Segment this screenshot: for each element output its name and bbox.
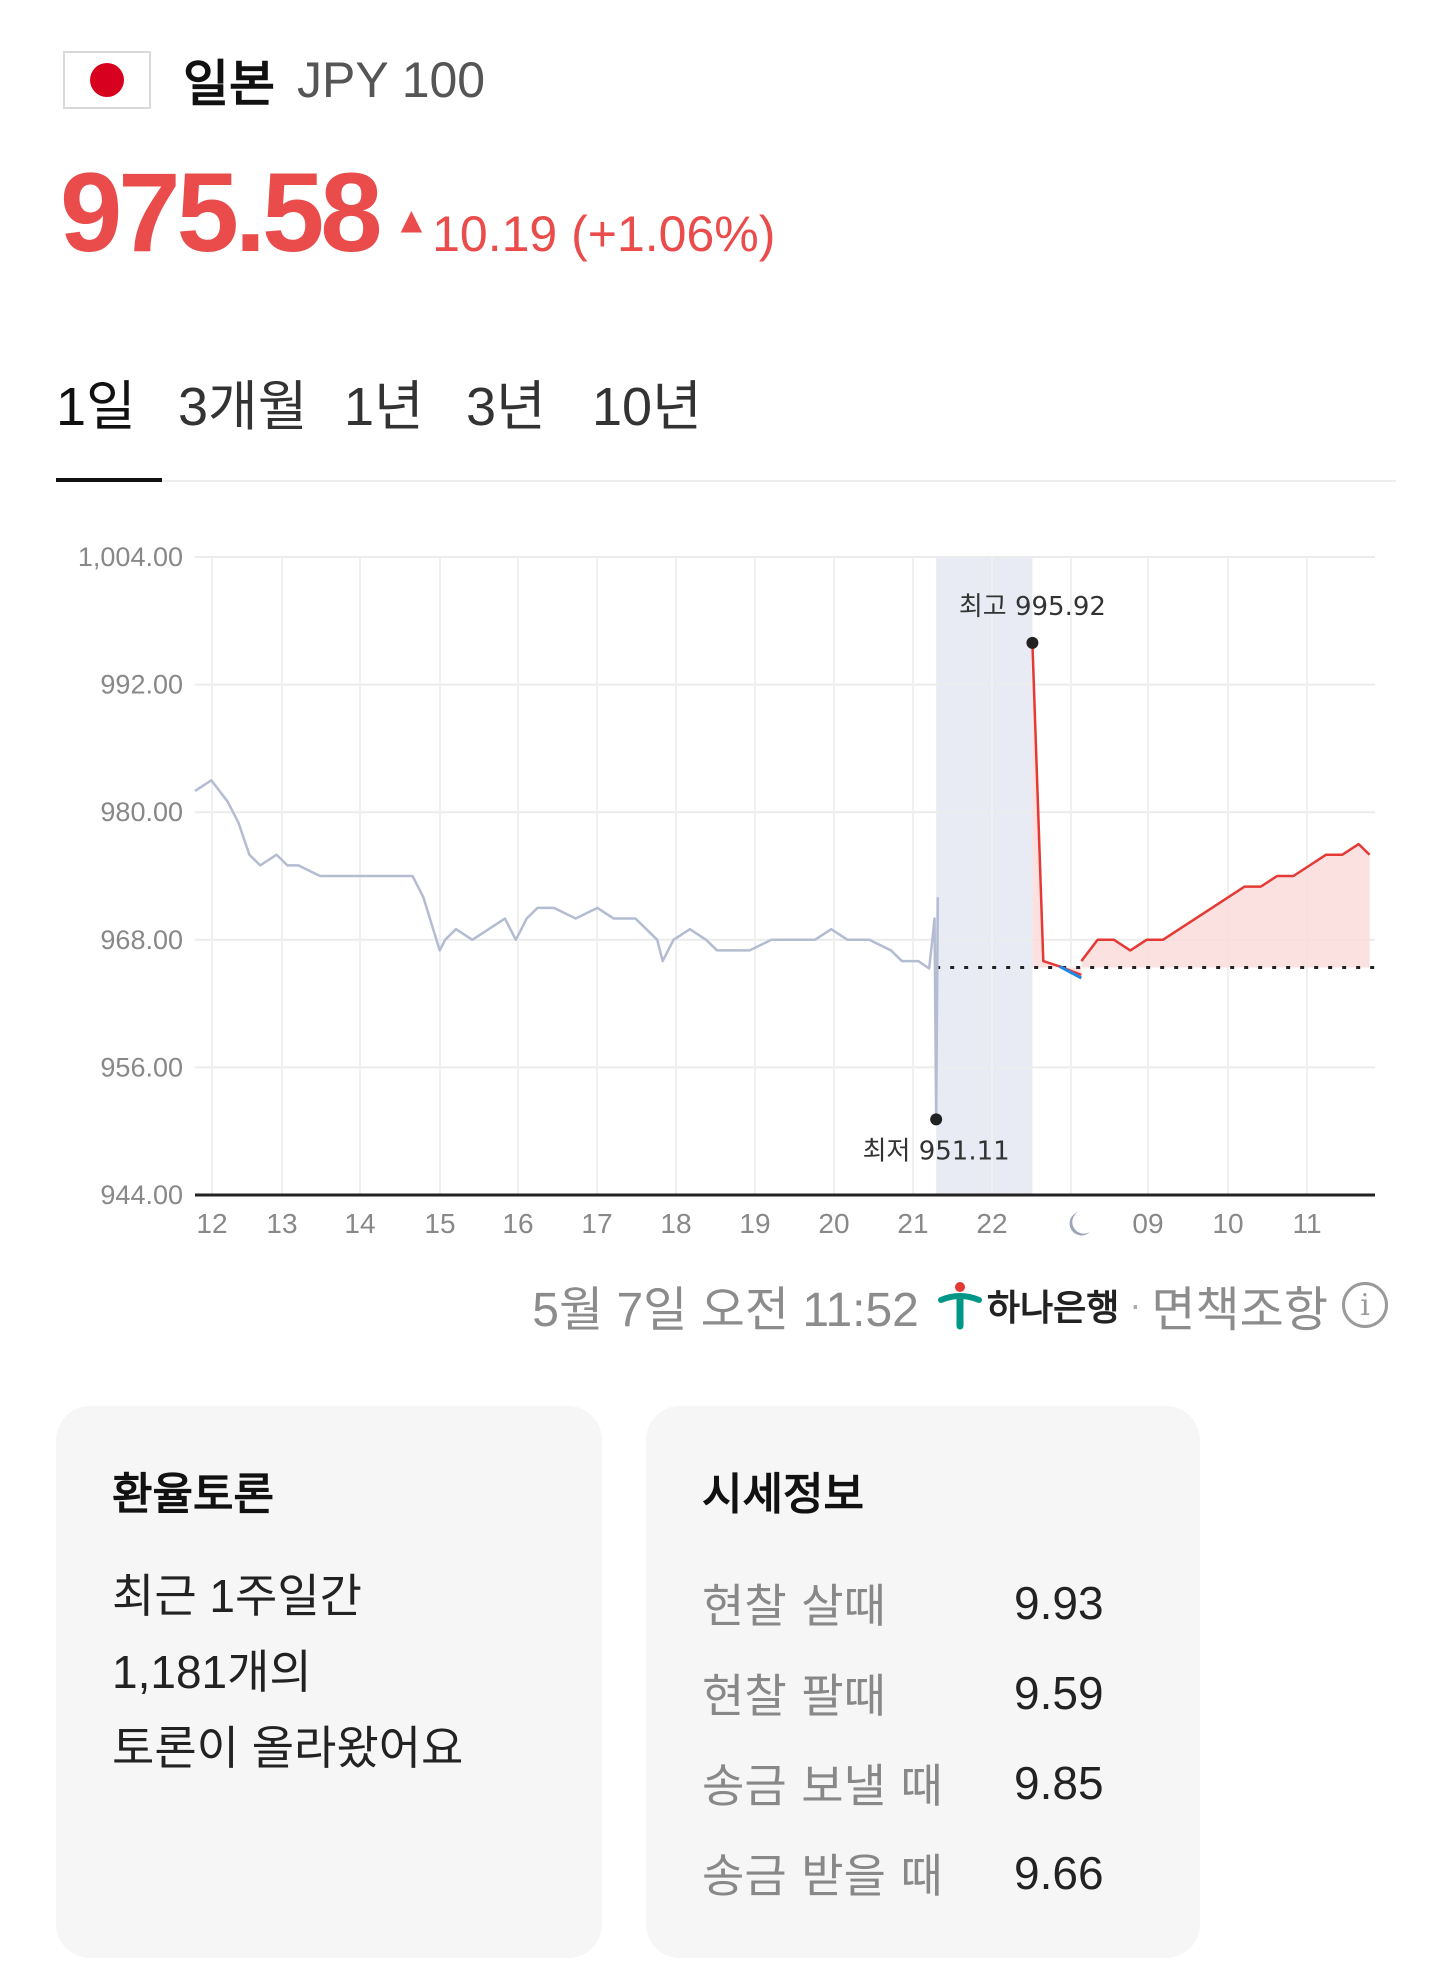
night-session-band	[936, 557, 1033, 1195]
x-tick-label: 21	[897, 1208, 928, 1239]
x-tick-label: 13	[266, 1208, 297, 1239]
price-info-row: 현찰 팔때 9.59	[702, 1648, 1144, 1738]
x-tick-label: 10	[1212, 1208, 1243, 1239]
discussion-summary: 최근 1주일간 1,181개의 토론이 올라왔어요	[112, 1558, 546, 1786]
bank-name: 하나은행	[986, 1287, 1120, 1328]
x-tick-label: 09	[1132, 1208, 1163, 1239]
exchange-rate-chart[interactable]: 1,004.00 992.00 980.00 968.00 956.00 944.00 12…	[0, 520, 1440, 1240]
current-price: 975.58	[60, 150, 383, 275]
y-tick-label: 968.00	[100, 925, 183, 955]
hana-bank-logo-icon	[937, 1282, 982, 1330]
info-icon[interactable]: i	[1342, 1282, 1388, 1328]
tab-label: 1일	[56, 377, 136, 437]
tab-label: 3년	[466, 377, 546, 437]
x-tick-label: 16	[502, 1208, 533, 1239]
price-info-label: 현찰 살때	[702, 1579, 886, 1633]
bank-source: 하나은행	[937, 1279, 1119, 1331]
x-tick-label: 18	[660, 1208, 691, 1239]
price-info-title: 시세정보	[702, 1469, 864, 1520]
discussion-line: 최근 1주일간	[112, 1570, 362, 1622]
price-info-row: 현찰 살때 9.93	[702, 1558, 1144, 1648]
series-line-0	[194, 779, 940, 1121]
disclaimer-link[interactable]: 면책조항	[1151, 1284, 1328, 1337]
price-info-label: 현찰 팔때	[702, 1669, 886, 1723]
series-line-2	[1080, 842, 1371, 962]
y-tick-label: 992.00	[100, 670, 183, 700]
tab-3-months[interactable]: 3개월	[178, 362, 307, 441]
price-info-value: 9.93	[1014, 1577, 1104, 1629]
dip-segment	[1058, 965, 1083, 980]
tab-label: 1년	[344, 377, 424, 437]
price-info-label: 송금 보낼 때	[702, 1759, 943, 1813]
price-info-card: 시세정보 현찰 살때 9.93 현찰 팔때 9.59 송금 보낼 때 9.85 …	[646, 1406, 1200, 1958]
y-tick-label: 944.00	[100, 1180, 183, 1210]
x-tick-label: 17	[581, 1208, 612, 1239]
x-tick-label: 15	[424, 1208, 455, 1239]
update-timestamp: 5월 7일 오전 11:52	[532, 1284, 919, 1337]
discussion-line: 토론이 올라왔어요	[112, 1722, 464, 1774]
x-tick-label: 11	[1292, 1208, 1321, 1239]
tab-10-years[interactable]: 10년	[592, 362, 702, 441]
x-tick-label: 14	[344, 1208, 375, 1239]
y-tick-label: 980.00	[100, 797, 183, 827]
y-tick-label: 956.00	[100, 1052, 183, 1082]
tab-1-day[interactable]: 1일	[56, 362, 136, 441]
tab-label: 10년	[592, 377, 702, 437]
price-info-value: 9.66	[1014, 1847, 1104, 1899]
price-row: 975.58 ▲ 10.19 (+1.06%)	[60, 148, 775, 277]
country-name: 일본	[183, 55, 275, 113]
x-tick-label: 22	[976, 1208, 1007, 1239]
price-info-value: 9.59	[1014, 1667, 1104, 1719]
low-label: 최저 951.11	[863, 1136, 1010, 1166]
discussion-card[interactable]: 환율토론 최근 1주일간 1,181개의 토론이 올라왔어요	[56, 1406, 602, 1958]
tab-label: 3개월	[178, 377, 308, 437]
moon-icon	[1069, 1212, 1090, 1236]
active-tab-indicator	[56, 478, 162, 482]
price-info-row: 송금 보낼 때 9.85	[702, 1738, 1144, 1828]
price-info-value: 9.85	[1014, 1757, 1104, 1809]
price-info-label: 송금 받을 때	[702, 1849, 943, 1903]
chart-footer: 5월 7일 오전 11:52 하나은행 · 면책조항 i	[532, 1270, 1388, 1340]
tab-1-year[interactable]: 1년	[344, 362, 424, 441]
tab-3-years[interactable]: 3년	[466, 362, 546, 441]
japan-flag-icon	[63, 51, 151, 109]
x-tick-label: 20	[818, 1208, 849, 1239]
price-change: 10.19 (+1.06%)	[432, 206, 776, 262]
discussion-line: 1,181개의	[112, 1646, 312, 1698]
currency-header: 일본 JPY 100	[63, 44, 485, 116]
up-arrow-icon: ▲	[400, 203, 423, 236]
x-tick-label: 19	[739, 1208, 770, 1239]
discussion-title: 환율토론	[112, 1469, 274, 1520]
currency-code: JPY 100	[297, 52, 486, 108]
gain-area	[1032, 642, 1370, 975]
period-tabs: 1일 3개월 1년 3년 10년	[56, 362, 1396, 482]
separator: ·	[1129, 1284, 1142, 1325]
x-tick-label: 12	[196, 1208, 227, 1239]
y-tick-label: 1,004.00	[78, 542, 183, 572]
low-point	[930, 1113, 943, 1126]
high-point	[1026, 636, 1039, 649]
high-label: 최고 995.92	[959, 592, 1106, 622]
price-info-row: 송금 받을 때 9.66	[702, 1828, 1144, 1918]
